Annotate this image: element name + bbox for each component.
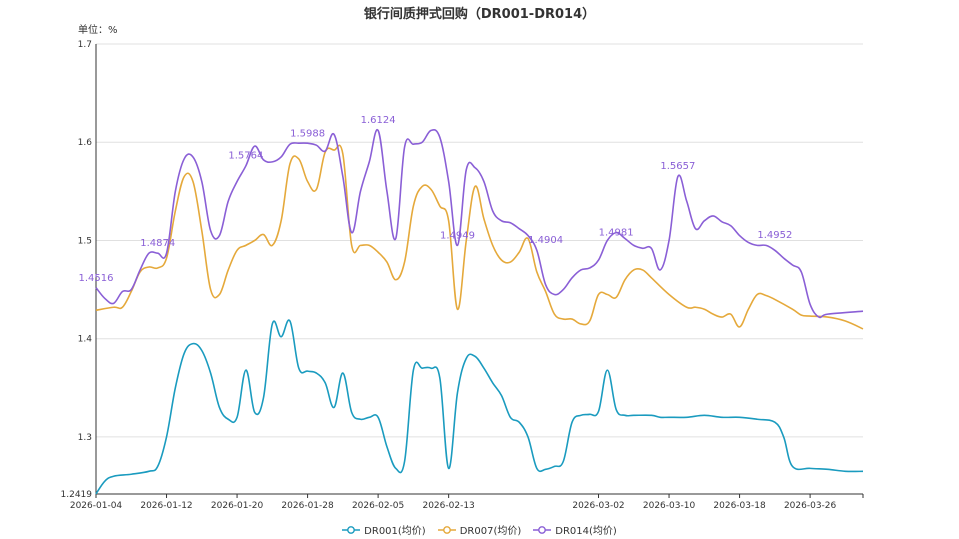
- grid-lines: [96, 43, 863, 438]
- y-tick-label: 1.5: [78, 236, 92, 246]
- legend-marker: [347, 525, 356, 534]
- series-lines: [95, 129, 864, 495]
- data-label: 1.4981: [599, 227, 634, 238]
- x-tick-label: 2026-02-05: [352, 501, 404, 511]
- x-tick-label: 2026-01-04: [70, 501, 123, 511]
- legend-swatch-icon: [533, 525, 552, 534]
- data-labels: 1.4516 1.4874 1.5764 1.5988 1.6124 1.4949 1.49…: [79, 115, 793, 284]
- series-line-1: [95, 319, 864, 495]
- y-tick-label: 1.7: [78, 40, 92, 50]
- data-label: 1.5657: [660, 161, 695, 172]
- data-label: 1.4904: [528, 235, 563, 246]
- legend-item[interactable]: DR001(均价): [342, 522, 426, 537]
- x-tick-label: 2026-03-18: [713, 501, 766, 511]
- data-label: 1.4516: [79, 273, 114, 284]
- legend-label: DR001(均价): [364, 526, 426, 537]
- y-tick-label: 1.2419: [61, 490, 93, 500]
- x-tick-label: 2026-01-28: [281, 501, 334, 511]
- data-label: 1.5764: [228, 150, 263, 161]
- legend-item[interactable]: DR014(均价): [533, 522, 617, 537]
- data-label: 1.4949: [440, 230, 475, 241]
- y-tick-label: 1.3: [78, 433, 92, 443]
- legend-item[interactable]: DR007(均价): [437, 522, 522, 537]
- chart-title: 银行间质押式回购（DR001-DR014）: [363, 7, 596, 22]
- x-tick-label: 2026-03-02: [572, 501, 624, 511]
- data-label: 1.6124: [361, 115, 396, 126]
- x-tick-label: 2026-03-10: [643, 501, 696, 511]
- data-label: 1.4952: [757, 230, 792, 241]
- legend-swatch-icon: [342, 525, 361, 534]
- data-label: 1.5988: [290, 128, 325, 139]
- data-label: 1.4874: [140, 238, 175, 249]
- series-line-2: [95, 144, 864, 330]
- legend-label: DR014(均价): [555, 526, 617, 537]
- legend-label: DR007(均价): [459, 526, 522, 537]
- legend: DR001(均价) DR007(均价) DR014(均价): [0, 522, 959, 537]
- x-tick-label: 2026-01-20: [211, 501, 264, 511]
- unit-label: 单位：%: [78, 25, 118, 36]
- y-tick-label: 1.6: [78, 138, 93, 148]
- legend-swatch-icon: [437, 525, 456, 534]
- x-tick-label: 2026-03-26: [784, 501, 837, 511]
- legend-marker: [538, 525, 547, 534]
- x-tick-label: 2026-02-13: [422, 501, 474, 511]
- x-tick-label: 2026-01-12: [140, 501, 192, 511]
- legend-marker: [442, 525, 451, 534]
- y-tick-label: 1.4: [78, 335, 93, 345]
- series-line-3: [95, 129, 864, 319]
